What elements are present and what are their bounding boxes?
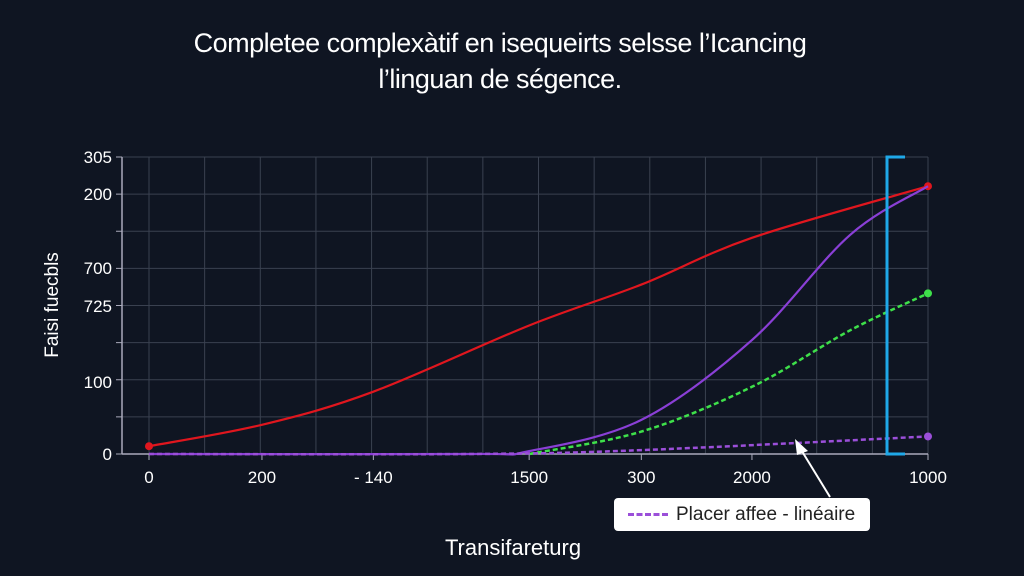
legend-label: Placer affee - linéaire xyxy=(676,503,856,525)
y-tick-label: 200 xyxy=(84,185,112,204)
legend: Placer affee - linéaire xyxy=(614,498,870,531)
y-tick-label: 305 xyxy=(84,148,112,167)
series-line-0 xyxy=(148,185,929,448)
series-line-3 xyxy=(148,435,929,456)
y-tick-label: 725 xyxy=(84,297,112,316)
y-axis-label: Faisi fuecbls xyxy=(42,252,63,358)
x-tick-label: 1500 xyxy=(510,468,548,487)
y-tick-label: 700 xyxy=(84,259,112,278)
annotation-arrow-head xyxy=(795,439,808,455)
x-tick-label: 200 xyxy=(248,468,276,487)
y-tick-label: 0 xyxy=(103,445,112,464)
chart-title-line-2: l’linguan de ségence. xyxy=(378,64,622,94)
x-tick-label: - 140 xyxy=(354,468,393,487)
chart-title-line-1: Completee complexàtif en isequeirts sels… xyxy=(193,28,807,58)
series-marker-end xyxy=(924,432,932,441)
x-tick-label: 300 xyxy=(627,468,655,487)
series-marker-end xyxy=(924,289,932,298)
x-axis-label: Transifareturg xyxy=(444,535,582,560)
highlight-bracket xyxy=(885,155,905,456)
series-line-2 xyxy=(528,292,929,456)
x-tick-label: 0 xyxy=(144,468,153,487)
legend-swatch-dashed-purple xyxy=(628,513,668,516)
x-tick-label: 2000 xyxy=(733,468,771,487)
y-tick-label: 100 xyxy=(84,373,112,392)
series-line-1 xyxy=(148,185,929,456)
series-marker-start xyxy=(145,442,153,451)
x-tick-label: 1000 xyxy=(909,468,947,487)
annotation-arrow-line xyxy=(799,447,831,498)
